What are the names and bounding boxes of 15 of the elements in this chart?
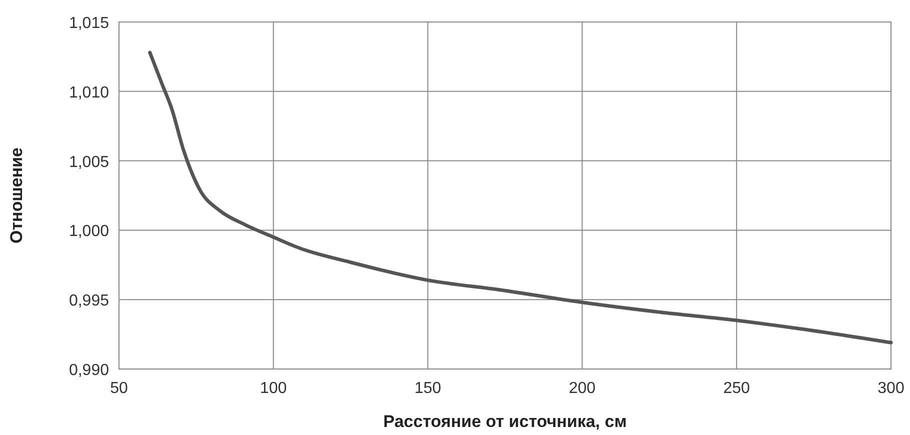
line-series xyxy=(148,50,893,344)
x-tick-label: 300 xyxy=(878,380,904,397)
y-tick-label: 0,995 xyxy=(68,292,110,310)
x-tick-label: 150 xyxy=(414,380,442,397)
y-tick-label: 0,990 xyxy=(68,362,110,379)
x-tick-label: 100 xyxy=(260,380,287,397)
y-tick-label: 1,015 xyxy=(68,15,110,32)
y-tick-label: 1,005 xyxy=(68,154,110,171)
x-tick-label: 200 xyxy=(568,380,596,397)
y-tick-label: 1,010 xyxy=(68,84,110,102)
y-axis-title: Отношение xyxy=(7,148,26,244)
y-tick-label: 1,000 xyxy=(68,223,110,240)
x-axis-title: Расстояние от источника, см xyxy=(383,412,627,431)
x-tick-label: 250 xyxy=(723,380,750,397)
x-tick-label: 50 xyxy=(110,380,128,397)
